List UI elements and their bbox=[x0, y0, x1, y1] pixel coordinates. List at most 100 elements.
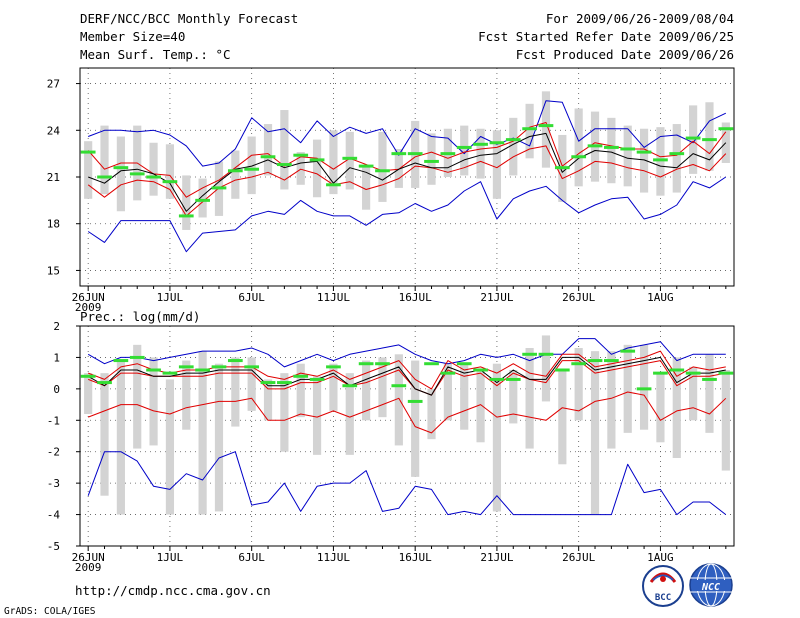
temp-xtick-label-5: 21JUL bbox=[480, 291, 513, 304]
precip-year-label: 2009 bbox=[75, 561, 102, 574]
temp-max-line bbox=[88, 100, 727, 167]
precip-range-bar bbox=[541, 335, 551, 402]
temp-xtick-label-0: 26JUN bbox=[72, 291, 105, 304]
precip-spread-low-line bbox=[88, 391, 727, 434]
precip-range-bar bbox=[329, 363, 338, 411]
precip-range-bar bbox=[133, 344, 142, 449]
precip-ytick-label-5: 0 bbox=[53, 383, 60, 396]
temp-lower-line bbox=[87, 145, 727, 217]
temp-range-bar bbox=[689, 105, 698, 174]
precip-range-bar bbox=[476, 370, 485, 443]
temp-ytick-label-4: 27 bbox=[47, 78, 60, 91]
precip-ytick-label-7: 2 bbox=[53, 320, 60, 333]
precip-range-bar bbox=[378, 357, 387, 418]
temp-year-label: 2009 bbox=[75, 301, 102, 314]
temp-upper-line bbox=[87, 122, 727, 198]
temp-xtick-label-2: 6JUL bbox=[238, 291, 265, 304]
header-produced-date: Fcst Produced Date 2009/06/26 bbox=[516, 47, 734, 62]
precip-lower-line bbox=[88, 360, 726, 396]
precip-xtick-label-5: 21JUL bbox=[480, 551, 513, 564]
precip-range-bar bbox=[639, 344, 649, 430]
temp-range-bar bbox=[116, 136, 125, 212]
temp-range-bar bbox=[280, 110, 289, 190]
precip-upper-line bbox=[88, 350, 726, 390]
temp-xtick-label-7: 1AUG bbox=[647, 291, 674, 304]
temp-range-bar bbox=[672, 124, 681, 193]
precip-range-bar bbox=[116, 360, 125, 515]
precip-range-bar bbox=[198, 351, 207, 515]
precip-range-bar bbox=[231, 357, 240, 427]
precip-ytick-label-6: 1 bbox=[53, 351, 60, 364]
precip-range-bar bbox=[623, 344, 632, 433]
temp-range-bar bbox=[329, 130, 338, 195]
temp-range-bar bbox=[182, 175, 191, 230]
temp-range-bar bbox=[165, 144, 175, 199]
precip-range-bar bbox=[280, 373, 289, 452]
temp-mean-line bbox=[88, 132, 727, 212]
temp-range-bar bbox=[345, 131, 354, 190]
precip-range-bar bbox=[362, 360, 371, 421]
precip-range-bar bbox=[558, 370, 567, 465]
bcc-logo: BCC bbox=[642, 565, 684, 607]
precip-xtick-label-1: 1JUL bbox=[157, 551, 184, 564]
precip-max-line bbox=[87, 338, 726, 368]
temp-range-bar bbox=[149, 142, 158, 196]
temp-range-bar bbox=[656, 127, 665, 196]
precip-range-bar bbox=[427, 388, 436, 440]
temp-range-bar bbox=[492, 130, 502, 199]
temp-range-bar bbox=[427, 133, 436, 185]
temp-range-bar bbox=[460, 125, 469, 176]
temp-range-bar bbox=[296, 152, 305, 185]
precip-ytick-label-2: -3 bbox=[47, 477, 60, 490]
temp-range-bar bbox=[312, 139, 322, 198]
temp-range-bar bbox=[362, 166, 371, 210]
temp-range-bar bbox=[705, 102, 714, 171]
precip-xtick-label-3: 11JUL bbox=[317, 551, 350, 564]
source-url[interactable]: http://cmdp.ncc.cma.gov.cn bbox=[75, 583, 271, 598]
precip-xtick-label-6: 26JUL bbox=[562, 551, 595, 564]
temp-range-bar bbox=[525, 103, 534, 159]
temp-plot-frame bbox=[79, 67, 735, 287]
precip-range-bar bbox=[705, 354, 714, 433]
precip-range-bar bbox=[411, 360, 420, 477]
precip-range-bar bbox=[509, 370, 518, 424]
precip-xtick-label-7: 1AUG bbox=[647, 551, 674, 564]
temp-range-bar bbox=[607, 117, 616, 184]
precip-range-bar bbox=[263, 379, 273, 421]
precip-range-bar bbox=[672, 357, 681, 458]
temp-range-bar bbox=[639, 128, 649, 193]
precip-range-bar bbox=[590, 351, 600, 515]
temp-ytick-label-1: 18 bbox=[47, 218, 60, 231]
ncc-logo-text: NCC bbox=[701, 582, 720, 593]
temp-xtick-label-4: 16JUL bbox=[399, 291, 432, 304]
grads-credit: GrADS: COLA/IGES bbox=[4, 606, 96, 617]
precip-range-bar bbox=[460, 363, 469, 430]
temp-min-line bbox=[87, 176, 727, 253]
ncc-logo: NCC bbox=[689, 563, 733, 607]
temp-xtick-label-1: 1JUL bbox=[157, 291, 184, 304]
precip-mean-line bbox=[87, 356, 726, 396]
temp-xtick-label-6: 26JUL bbox=[562, 291, 595, 304]
precip-range-bar bbox=[574, 348, 583, 421]
precip-range-bar bbox=[84, 373, 93, 414]
precip-ytick-label-0: -5 bbox=[47, 540, 60, 553]
precip-ytick-label-4: -1 bbox=[47, 414, 60, 427]
temp-ytick-label-3: 24 bbox=[47, 124, 61, 137]
precip-range-bar bbox=[525, 348, 534, 449]
temperature-panel: 15 18 21 24 27 26JUN 1JUL 6JUL 11JUL 16JUL 21JUL 26… bbox=[47, 67, 735, 314]
temp-range-bar bbox=[476, 128, 485, 179]
header-title: DERF/NCC/BCC Monthly Forecast bbox=[80, 11, 298, 26]
bcc-logo-text: BCC bbox=[655, 593, 671, 603]
header-period: For 2009/06/26-2009/08/04 bbox=[546, 11, 734, 26]
temp-xtick-label-3: 11JUL bbox=[317, 291, 350, 304]
precip-range-bar bbox=[312, 376, 322, 455]
precip-range-bar bbox=[149, 357, 158, 446]
precip-min-line bbox=[87, 451, 727, 516]
precip-ytick-label-1: -4 bbox=[47, 509, 61, 522]
temp-range-bar bbox=[198, 178, 207, 218]
precip-range-bar bbox=[214, 363, 224, 512]
precip-ytick-label-3: -2 bbox=[47, 446, 60, 459]
temp-range-bar bbox=[263, 124, 273, 176]
